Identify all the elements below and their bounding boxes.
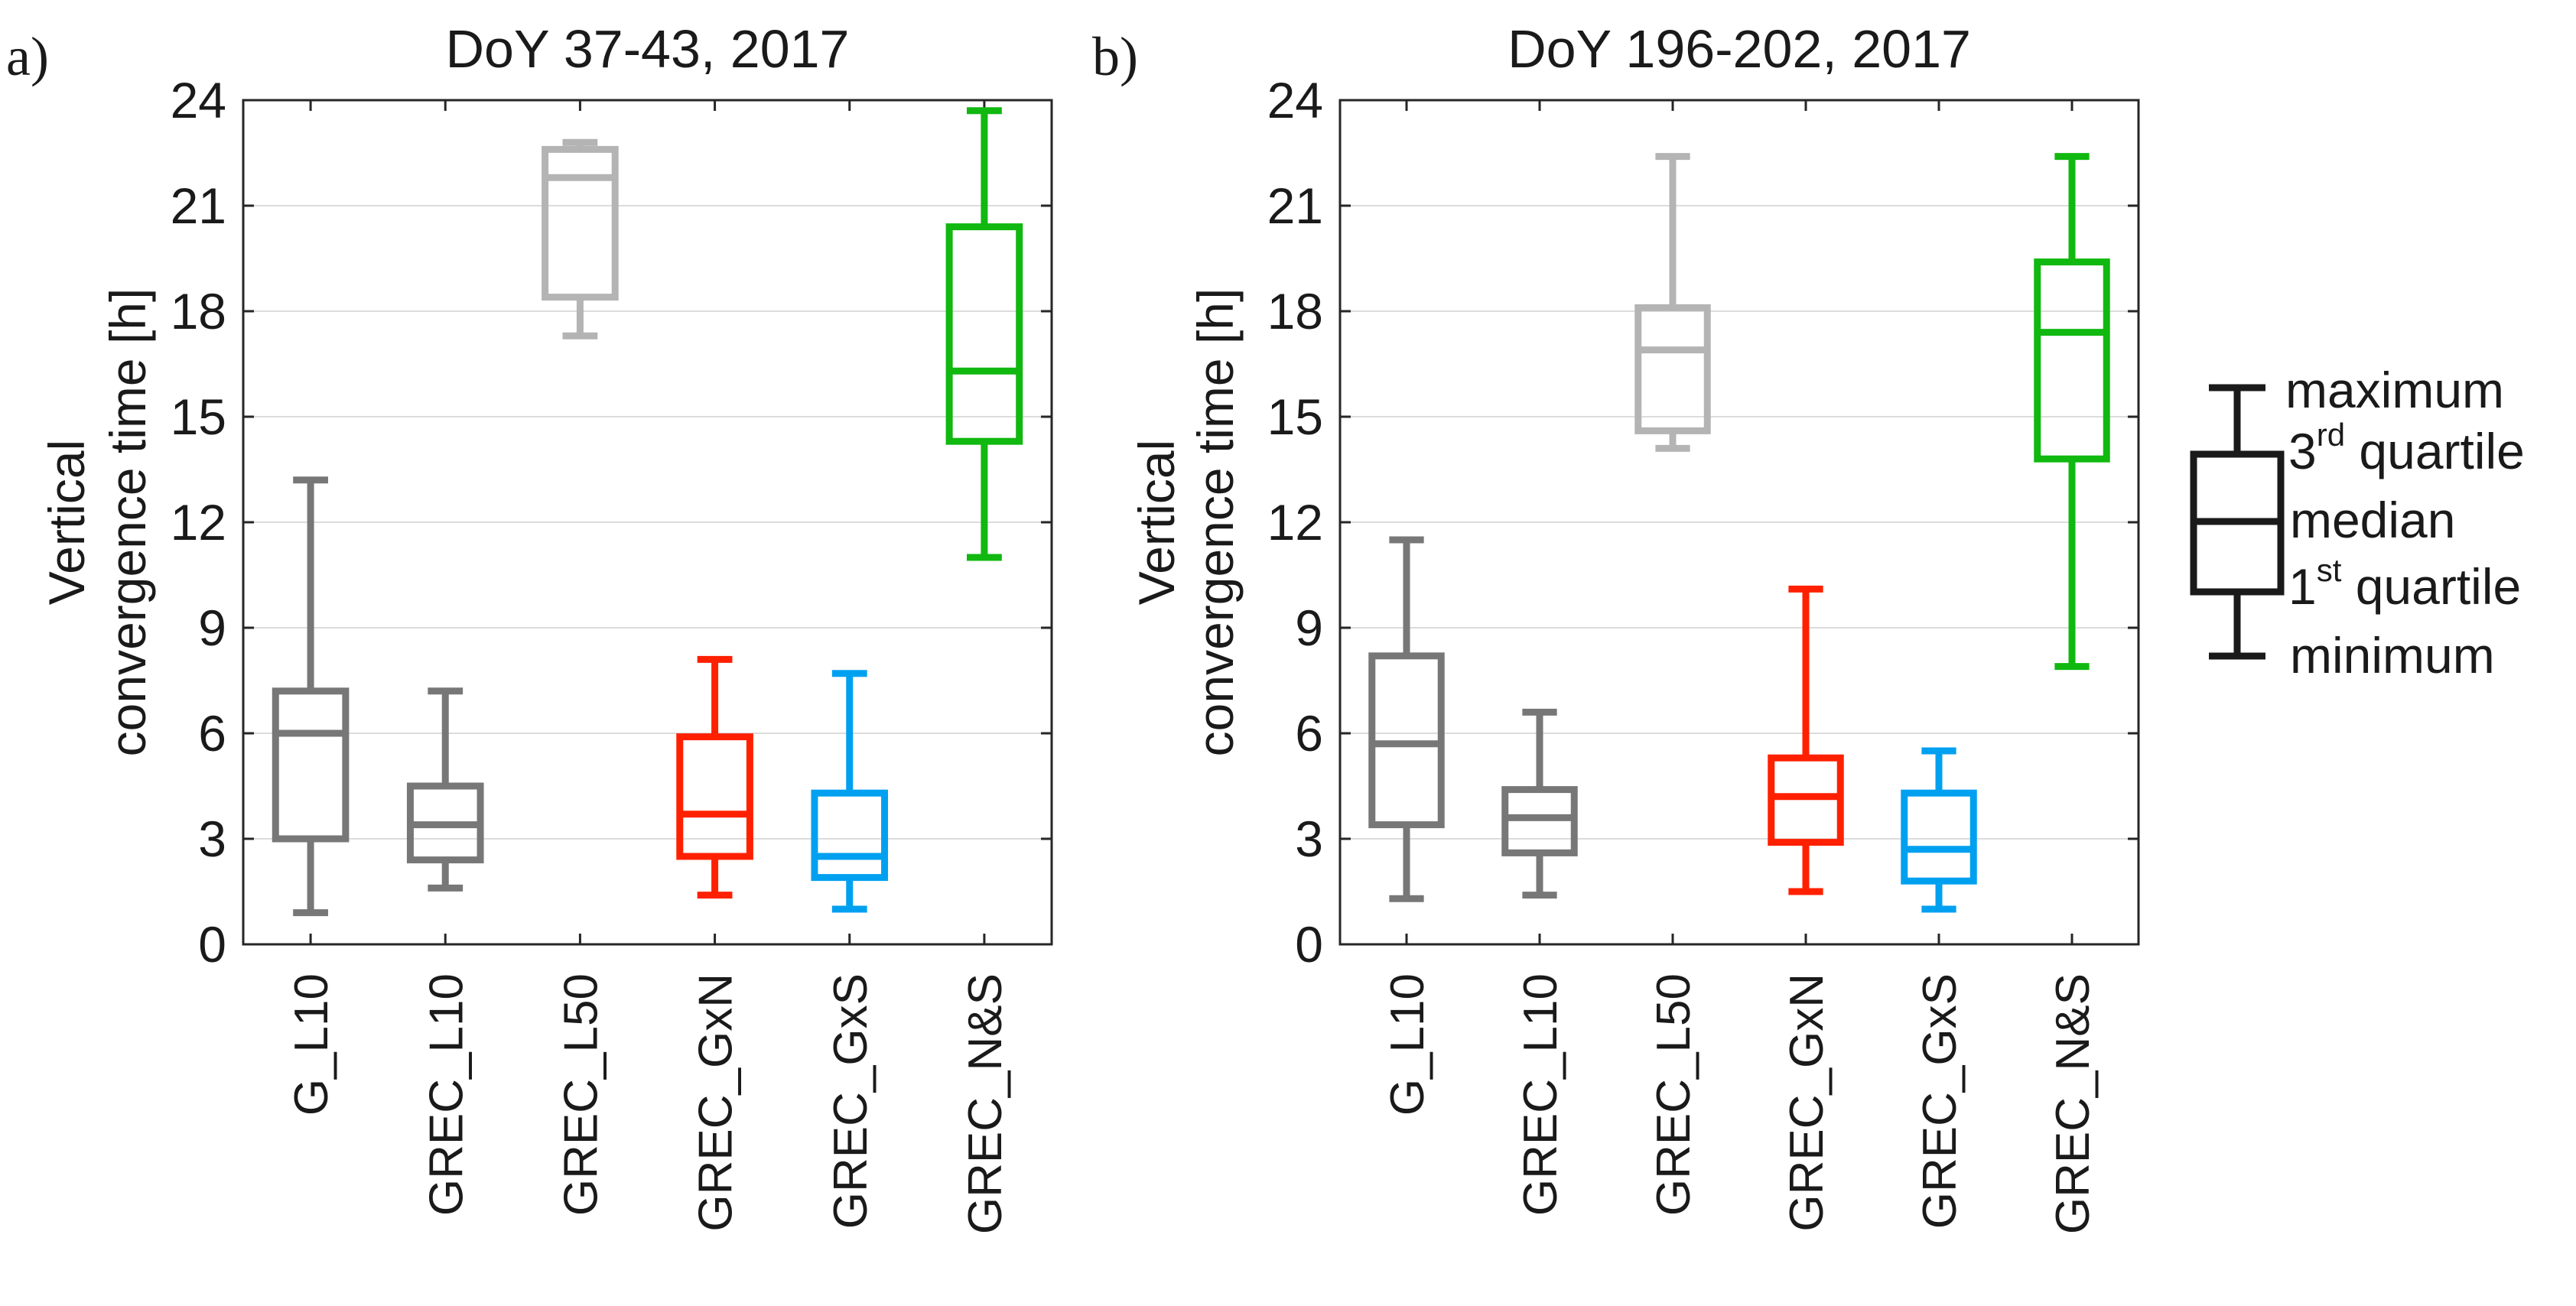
- y-tick-label: 3: [198, 811, 226, 867]
- legend-q3: 3rd quartile: [2288, 417, 2525, 479]
- box-iqr: [1634, 304, 1711, 434]
- y-axis-label-line2: convergence time [h]: [1187, 288, 1244, 757]
- box-GREC_GxN: [676, 655, 753, 899]
- y-tick-label: 15: [1267, 388, 1323, 445]
- box-GREC_L10: [406, 687, 484, 892]
- y-tick-label: 9: [198, 599, 226, 656]
- y-tick-label: 3: [1295, 811, 1323, 867]
- y-tick-label: 15: [171, 388, 226, 445]
- y-tick-label: 21: [1267, 177, 1323, 234]
- box-iqr: [1768, 754, 1844, 846]
- box-iqr: [676, 733, 753, 860]
- panel-label: b): [1092, 26, 1138, 87]
- x-tick-label: G_L10: [285, 973, 338, 1116]
- panel-label: a): [6, 26, 49, 87]
- x-tick-label: GREC_N&S: [2047, 973, 2100, 1234]
- legend-median: median: [2290, 492, 2455, 548]
- legend-q3-rest: quartile: [2345, 423, 2525, 479]
- x-tick-label: GREC_L10: [1514, 973, 1567, 1216]
- x-tick-label: GREC_L50: [555, 973, 607, 1216]
- x-tick-label: G_L10: [1381, 973, 1434, 1116]
- y-tick-label: 6: [1295, 705, 1323, 762]
- y-tick-label: 24: [1267, 72, 1323, 128]
- legend-q1-sup: st: [2317, 552, 2342, 588]
- legend-q3-num: 3: [2288, 423, 2317, 479]
- panel-a: 0 3 6 9 12 15 18 21 24 G_L10 GREC_L10 GREC_L50 GREC_…: [6, 19, 1053, 1234]
- y-tick-label: 21: [171, 177, 226, 234]
- y-tick-label: 12: [1267, 494, 1323, 551]
- box-iqr: [945, 223, 1023, 445]
- box-GREC_L10: [1501, 708, 1578, 899]
- chart-title: DoY 37-43, 2017: [445, 19, 849, 79]
- box-iqr: [1901, 789, 1977, 885]
- y-tick-label: 6: [198, 705, 226, 762]
- chart-title: DoY 196-202, 2017: [1508, 19, 1971, 79]
- box-iqr: [2034, 258, 2110, 463]
- x-tick-label: GREC_N&S: [959, 973, 1012, 1234]
- box-GREC_L50: [542, 138, 619, 339]
- box-iqr: [1368, 652, 1445, 829]
- x-tick-label: GREC_L50: [1647, 973, 1700, 1216]
- box-iqr: [811, 789, 889, 882]
- y-tick-label: 12: [171, 494, 226, 551]
- box-G_L10: [272, 476, 350, 917]
- legend-q1: 1st quartile: [2288, 552, 2521, 615]
- y-tick-label: 0: [1295, 916, 1323, 973]
- box-GREC_GxN: [1768, 585, 1844, 895]
- y-tick-label: 9: [1295, 599, 1323, 656]
- y-tick-label: 24: [171, 72, 226, 128]
- legend-q1-num: 1: [2288, 558, 2317, 615]
- box-iqr: [1501, 786, 1578, 856]
- y-tick-label: 0: [198, 916, 226, 973]
- legend-q3-sup: rd: [2317, 417, 2345, 453]
- x-tick-label: GREC_GxN: [1781, 973, 1833, 1232]
- box-GREC_N&S: [2034, 153, 2110, 671]
- x-tick-label: GREC_GxS: [825, 973, 877, 1229]
- box-iqr: [272, 687, 350, 843]
- y-axis-label-line1: Vertical: [1128, 440, 1185, 605]
- y-axis-label-line1: Vertical: [38, 440, 95, 605]
- x-tick-label: GREC_GxN: [690, 973, 743, 1232]
- legend-q1-rest: quartile: [2341, 558, 2521, 615]
- legend-minimum: minimum: [2290, 627, 2495, 684]
- y-axis-label-line2: convergence time [h]: [99, 288, 156, 757]
- box-GREC_GxS: [811, 670, 889, 913]
- panel-b: 0 3 6 9 12 15 18 21 24 G_L10 GREC_L10 GREC_L50 GREC_…: [1092, 19, 2140, 1234]
- x-tick-label: GREC_GxS: [1914, 973, 1966, 1229]
- box-GREC_L50: [1634, 153, 1711, 452]
- legend-maximum: maximum: [2285, 362, 2504, 418]
- x-tick-label: GREC_L10: [420, 973, 473, 1216]
- box-iqr: [542, 145, 619, 301]
- y-tick-label: 18: [171, 283, 226, 339]
- box-GREC_GxS: [1901, 747, 1977, 913]
- legend: maximum 3rd quartile median 1st quartile…: [2190, 362, 2525, 684]
- box-GREC_N&S: [945, 107, 1023, 561]
- box-G_L10: [1368, 536, 1445, 902]
- y-tick-label: 18: [1267, 283, 1323, 339]
